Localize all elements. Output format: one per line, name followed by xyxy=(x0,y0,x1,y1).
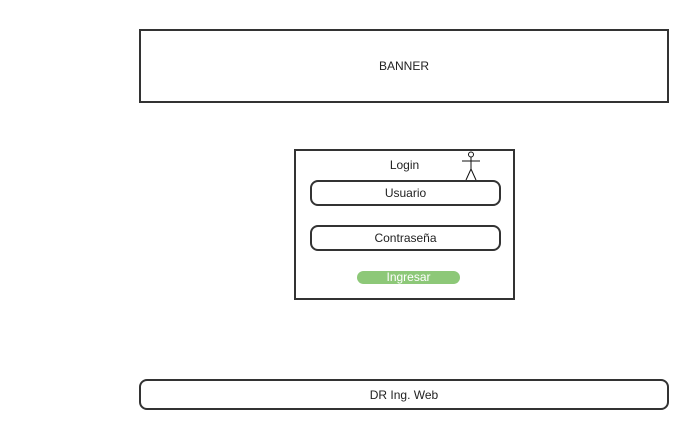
password-field[interactable]: Contraseña xyxy=(310,225,501,251)
user-icon xyxy=(462,151,480,181)
login-panel: Login Usuario Contraseña Ingresar xyxy=(294,149,515,300)
banner: BANNER xyxy=(139,29,669,103)
login-title: Login xyxy=(389,158,420,172)
footer: DR Ing. Web xyxy=(139,379,669,410)
banner-label: BANNER xyxy=(378,59,429,73)
password-label: Contraseña xyxy=(374,231,437,245)
username-label: Usuario xyxy=(384,186,427,200)
username-field[interactable]: Usuario xyxy=(310,180,501,206)
footer-label: DR Ing. Web xyxy=(369,387,439,402)
login-submit-button[interactable]: Ingresar xyxy=(357,271,460,284)
